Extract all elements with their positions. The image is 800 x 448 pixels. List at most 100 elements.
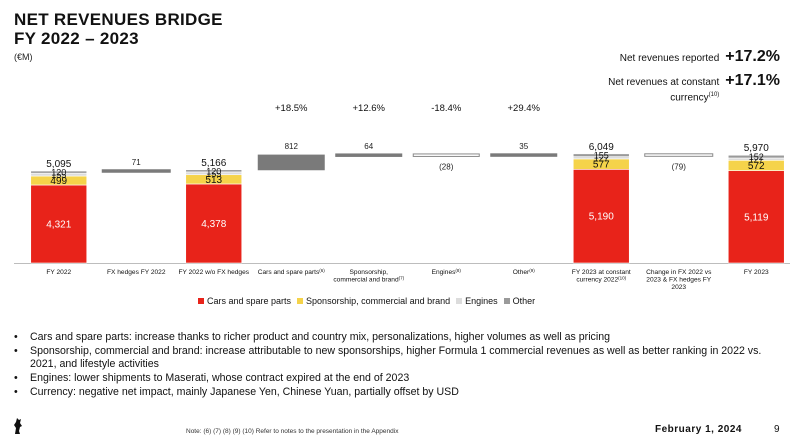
tick-label: FY 2023 bbox=[744, 269, 769, 276]
delta-percent-label: +12.6% bbox=[353, 103, 386, 114]
bullet-icon: • bbox=[14, 345, 18, 357]
delta-bar bbox=[490, 153, 558, 157]
kpi-constant: Net revenues at constant currency(10) +1… bbox=[604, 72, 780, 104]
legend-other-label: Other bbox=[512, 296, 536, 306]
kpi-reported: Net revenues reported +17.2% bbox=[620, 48, 780, 66]
tick-label: FY 2022 bbox=[46, 269, 71, 276]
kpi-reported-label: Net revenues reported bbox=[619, 53, 720, 64]
tick-label-line: FY 2022 bbox=[46, 269, 71, 276]
commentary-list: • Cars and spare parts: increase thanks t… bbox=[14, 331, 784, 400]
data-label-sponsorship: 499 bbox=[50, 176, 67, 187]
delta-bar bbox=[257, 154, 325, 171]
kpi-constant-note: (10) bbox=[708, 92, 720, 98]
page-title: NET REVENUES BRIDGE FY 2022 – 2023 bbox=[14, 10, 223, 48]
tick-label-line: 2023 & FX hedges FY bbox=[646, 277, 711, 284]
tick-label: Engines(8) bbox=[432, 268, 462, 276]
total-label: 5,970 bbox=[744, 143, 769, 154]
kpi-reported-value: +17.2% bbox=[725, 48, 780, 65]
delta-percent-label: +29.4% bbox=[508, 103, 541, 114]
bullet-text-cars: Cars and spare parts: increase thanks to… bbox=[30, 331, 610, 343]
legend-cars-label: Cars and spare parts bbox=[207, 296, 292, 306]
tick-label-line: 2023 bbox=[671, 284, 686, 291]
delta-percent-label: -18.4% bbox=[431, 103, 462, 114]
delta-value-label: 812 bbox=[285, 142, 299, 151]
list-item: • Currency: negative net impact, mainly J… bbox=[14, 386, 784, 399]
tick-footnote-ref: (10) bbox=[618, 276, 627, 281]
list-item: • Engines: lower shipments to Maserati, w… bbox=[14, 372, 784, 385]
tick-label-line: FX hedges FY 2022 bbox=[107, 269, 166, 276]
data-label-sponsorship: 577 bbox=[593, 160, 610, 171]
tick-label-line: Sponsorship, bbox=[350, 269, 389, 276]
legend-engines-label: Engines bbox=[465, 296, 498, 306]
legend-engines: Engines bbox=[456, 296, 498, 306]
total-label: 5,166 bbox=[201, 158, 226, 169]
tick-label-line: Other bbox=[513, 269, 530, 276]
bullet-text-engines: Engines: lower shipments to Maserati, wh… bbox=[30, 372, 410, 384]
bullet-icon: • bbox=[14, 386, 18, 398]
delta-value-label: (79) bbox=[672, 162, 687, 171]
footnote: Note: (6) (7) (8) (9) (10) Refer to note… bbox=[186, 428, 399, 435]
bar-cars bbox=[727, 170, 785, 264]
tick-label-line: commercial and brand bbox=[333, 277, 399, 284]
delta-value-label: 35 bbox=[519, 142, 528, 151]
data-label-sponsorship: 572 bbox=[748, 161, 765, 172]
total-label: 6,049 bbox=[589, 142, 614, 153]
bullet-text-currency: Currency: negative net impact, mainly Ja… bbox=[30, 386, 459, 398]
presentation-date: February 1, 2024 bbox=[655, 424, 742, 435]
list-item: • Cars and spare parts: increase thanks t… bbox=[14, 331, 784, 344]
tick-label-line: FY 2023 bbox=[744, 269, 769, 276]
legend-sponsorship-label: Sponsorship, commercial and brand bbox=[306, 296, 451, 306]
tick-label-line: FY 2023 at constant bbox=[572, 269, 631, 276]
bullet-text-sponsorship: Sponsorship, commercial and brand: incre… bbox=[30, 345, 762, 370]
delta-value-label: (28) bbox=[439, 162, 454, 171]
chart-legend: Cars and spare parts Sponsorship, commer… bbox=[198, 296, 535, 306]
data-label-other: 120 bbox=[206, 166, 221, 176]
legend-cars-swatch bbox=[198, 298, 204, 304]
delta-bar bbox=[101, 169, 171, 173]
waterfall-chart: 4,3214991551205,0954,3785131551205,1665,… bbox=[14, 103, 790, 291]
delta-bar bbox=[335, 153, 403, 157]
kpi-constant-label-wrap: Net revenues at constant currency(10) bbox=[604, 77, 719, 104]
prancing-horse-logo-icon bbox=[14, 418, 22, 434]
tick-label: FY 2023 at constant currency 2022(10) bbox=[572, 269, 631, 284]
legend-sponsorship-swatch bbox=[297, 298, 304, 304]
tick-label-line: Engines bbox=[432, 269, 457, 276]
bar-other bbox=[727, 154, 785, 159]
title-line-1: NET REVENUES BRIDGE bbox=[14, 10, 223, 29]
bar-other bbox=[572, 153, 630, 157]
tick-footnote-ref: (6) bbox=[319, 268, 325, 273]
tick-footnote-ref: (7) bbox=[399, 276, 405, 281]
tick-label-line: Cars and spare parts bbox=[258, 269, 320, 276]
bar-cars bbox=[572, 169, 630, 264]
tick-label: Change in FX 2022 vs 2023 & FX hedges FY 2… bbox=[646, 269, 712, 291]
tick-label-line: Change in FX 2022 vs bbox=[646, 269, 712, 276]
bullet-icon: • bbox=[14, 331, 18, 343]
data-label-engines: 155 bbox=[51, 170, 66, 180]
tick-label: FX hedges FY 2022 bbox=[107, 269, 166, 276]
data-label-cars: 5,119 bbox=[744, 212, 769, 223]
delta-percent-label: +18.5% bbox=[275, 103, 308, 114]
data-label-cars: 5,190 bbox=[589, 212, 614, 223]
delta-value-label: 64 bbox=[364, 142, 373, 151]
bullet-icon: • bbox=[14, 372, 18, 384]
tick-footnote-ref: (8) bbox=[455, 268, 461, 273]
legend-other: Other bbox=[503, 296, 536, 306]
data-label-engines: 127 bbox=[749, 155, 764, 165]
legend-sponsorship: Sponsorship, commercial and brand bbox=[297, 296, 450, 306]
total-label: 5,095 bbox=[46, 159, 71, 170]
page-number: 9 bbox=[774, 424, 780, 435]
delta-bar bbox=[412, 153, 480, 157]
delta-value-label: 71 bbox=[132, 158, 141, 167]
title-line-2: FY 2022 – 2023 bbox=[14, 29, 139, 48]
kpi-constant-label: Net revenues at constant currency bbox=[608, 77, 720, 104]
data-label-sponsorship: 513 bbox=[205, 175, 222, 186]
data-label-engines: 127 bbox=[594, 153, 609, 163]
tick-label-line: FY 2022 w/o FX hedges bbox=[178, 269, 249, 276]
tick-label: Other(9) bbox=[513, 268, 536, 276]
tick-label: Cars and spare parts(6) bbox=[258, 268, 326, 276]
data-label-other: 152 bbox=[749, 152, 764, 162]
tick-label: FY 2022 w/o FX hedges bbox=[178, 269, 249, 276]
legend-engines-swatch bbox=[456, 298, 463, 304]
tick-label: Sponsorship, commercial and brand(7) bbox=[333, 269, 404, 284]
legend-other-swatch bbox=[503, 298, 510, 304]
